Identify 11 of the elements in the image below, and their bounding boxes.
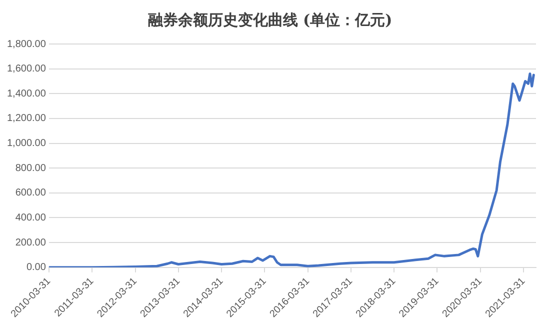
y-tick-label: 1,000.00 <box>6 138 46 150</box>
y-tick-label: 1,600.00 <box>6 64 46 75</box>
y-tick-label: 600.00 <box>15 188 46 199</box>
y-tick-label: 400.00 <box>15 212 46 224</box>
y-tick-label: 1,400.00 <box>6 88 46 100</box>
y-tick-label: 1,800.00 <box>6 38 46 50</box>
y-tick-label: 800.00 <box>15 162 46 174</box>
y-tick-label: 1,200.00 <box>6 113 46 124</box>
y-tick-label: 200.00 <box>15 237 46 248</box>
chart-title: 融券余额历史变化曲线 (单位：亿元) <box>148 10 392 29</box>
y-tick-label: 0.00 <box>26 262 46 274</box>
